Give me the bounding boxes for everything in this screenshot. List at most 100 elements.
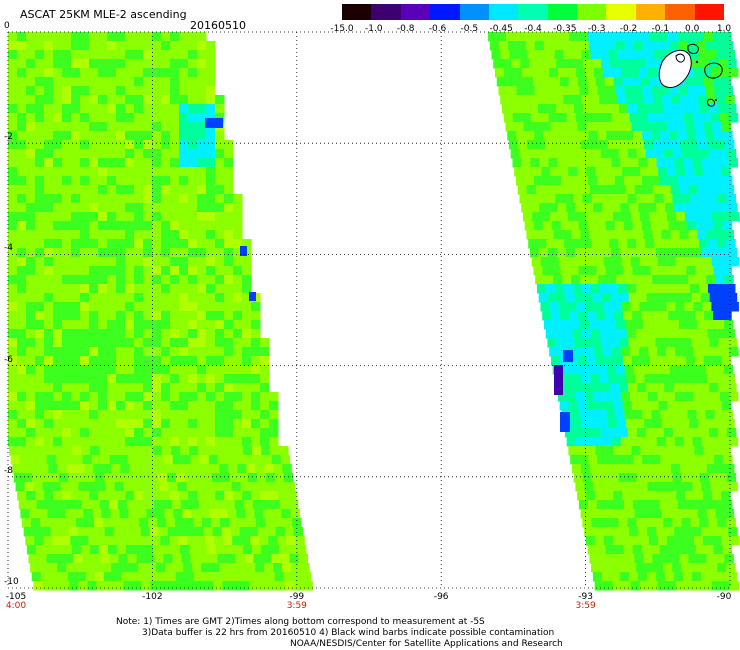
wind-cell xyxy=(658,401,669,411)
wind-cell xyxy=(524,32,534,42)
wind-cell xyxy=(179,293,189,303)
wind-cell xyxy=(629,527,639,537)
wind-cell xyxy=(80,104,90,114)
wind-cell xyxy=(161,428,171,438)
wind-cell xyxy=(675,536,686,546)
wind-cell xyxy=(577,446,587,456)
wind-cell xyxy=(142,536,152,546)
wind-cell xyxy=(645,194,655,204)
wind-cell xyxy=(517,140,528,150)
wind-cell xyxy=(134,257,144,267)
wind-cell xyxy=(690,194,700,204)
wind-cell xyxy=(567,257,578,267)
wind-cell xyxy=(119,509,129,519)
wind-cell xyxy=(116,50,126,60)
wind-cell xyxy=(668,545,679,555)
wind-cell xyxy=(224,338,234,348)
wind-cell xyxy=(704,32,714,42)
wind-cell xyxy=(726,563,736,573)
wind-cell xyxy=(134,140,144,150)
wind-cell xyxy=(208,554,219,564)
wind-cell xyxy=(71,113,81,123)
wind-cell xyxy=(621,581,632,591)
wind-cell xyxy=(224,320,234,330)
wind-cell xyxy=(134,311,144,321)
wind-cell xyxy=(44,410,54,420)
wind-cell xyxy=(627,104,638,114)
wind-cell xyxy=(236,509,246,519)
wind-cell xyxy=(575,437,586,447)
wind-cell xyxy=(116,77,126,87)
wind-cell xyxy=(708,194,718,204)
wind-cell xyxy=(98,392,108,402)
wind-cell xyxy=(712,167,722,177)
wind-cell xyxy=(44,140,54,150)
wind-cell xyxy=(606,320,617,330)
wind-cell xyxy=(653,329,664,339)
wind-cell xyxy=(62,302,72,312)
colorbar-swatch xyxy=(665,4,696,20)
wind-cell xyxy=(215,185,225,195)
wind-cell xyxy=(610,338,620,348)
wind-cell xyxy=(571,230,581,240)
wind-cell xyxy=(242,374,252,384)
wind-cell xyxy=(125,437,135,447)
wind-cell xyxy=(669,410,679,420)
wind-cell xyxy=(665,203,675,213)
wind-cell xyxy=(682,248,693,258)
wind-cell xyxy=(708,563,718,573)
wind-cell xyxy=(105,482,116,492)
wind-cell xyxy=(707,329,718,339)
wind-cell xyxy=(60,581,70,591)
wind-cell xyxy=(528,194,538,204)
wind-cell xyxy=(718,59,728,69)
wind-cell xyxy=(58,572,69,582)
wind-cell xyxy=(152,266,162,276)
wind-cell xyxy=(148,518,158,528)
wind-cell xyxy=(26,356,36,366)
wind-cell xyxy=(116,113,126,123)
wind-cell xyxy=(543,41,554,51)
wind-cell xyxy=(116,122,126,132)
wind-cell xyxy=(72,500,83,510)
wind-cell xyxy=(215,284,225,294)
wind-cell xyxy=(179,401,189,411)
wind-cell xyxy=(180,500,191,510)
wind-cell xyxy=(716,50,726,60)
wind-cell xyxy=(165,563,175,573)
wind-cell xyxy=(31,473,42,483)
wind-cell xyxy=(721,446,731,456)
wind-cell xyxy=(726,239,736,249)
wind-cell xyxy=(53,149,63,159)
wind-cell xyxy=(619,383,629,393)
wind-cell xyxy=(188,194,198,204)
wind-cell xyxy=(17,239,27,249)
wind-cell xyxy=(206,545,217,555)
wind-cell xyxy=(584,392,595,402)
wind-cell xyxy=(98,545,109,555)
wind-cell xyxy=(80,410,90,420)
wind-cell xyxy=(152,41,162,51)
wind-cell xyxy=(542,311,552,321)
wind-cell xyxy=(26,50,36,60)
wind-cell xyxy=(101,509,111,519)
wind-cell xyxy=(26,122,36,132)
wind-cell xyxy=(125,95,135,105)
wind-cell xyxy=(17,365,27,375)
wind-cell xyxy=(538,248,549,258)
wind-cell xyxy=(571,464,582,474)
wind-cell xyxy=(728,527,738,537)
wind-cell xyxy=(224,419,234,429)
wind-cell xyxy=(189,446,199,456)
wind-cell xyxy=(35,50,45,60)
wind-cell xyxy=(183,464,193,474)
wind-cell xyxy=(44,419,54,429)
wind-cell xyxy=(581,50,591,60)
wind-cell xyxy=(71,428,81,438)
wind-cell xyxy=(589,230,599,240)
wind-cell xyxy=(540,212,551,222)
wind-cell xyxy=(70,536,80,546)
wind-cell xyxy=(531,212,542,222)
wind-cell xyxy=(152,383,162,393)
wind-cell xyxy=(8,95,18,105)
